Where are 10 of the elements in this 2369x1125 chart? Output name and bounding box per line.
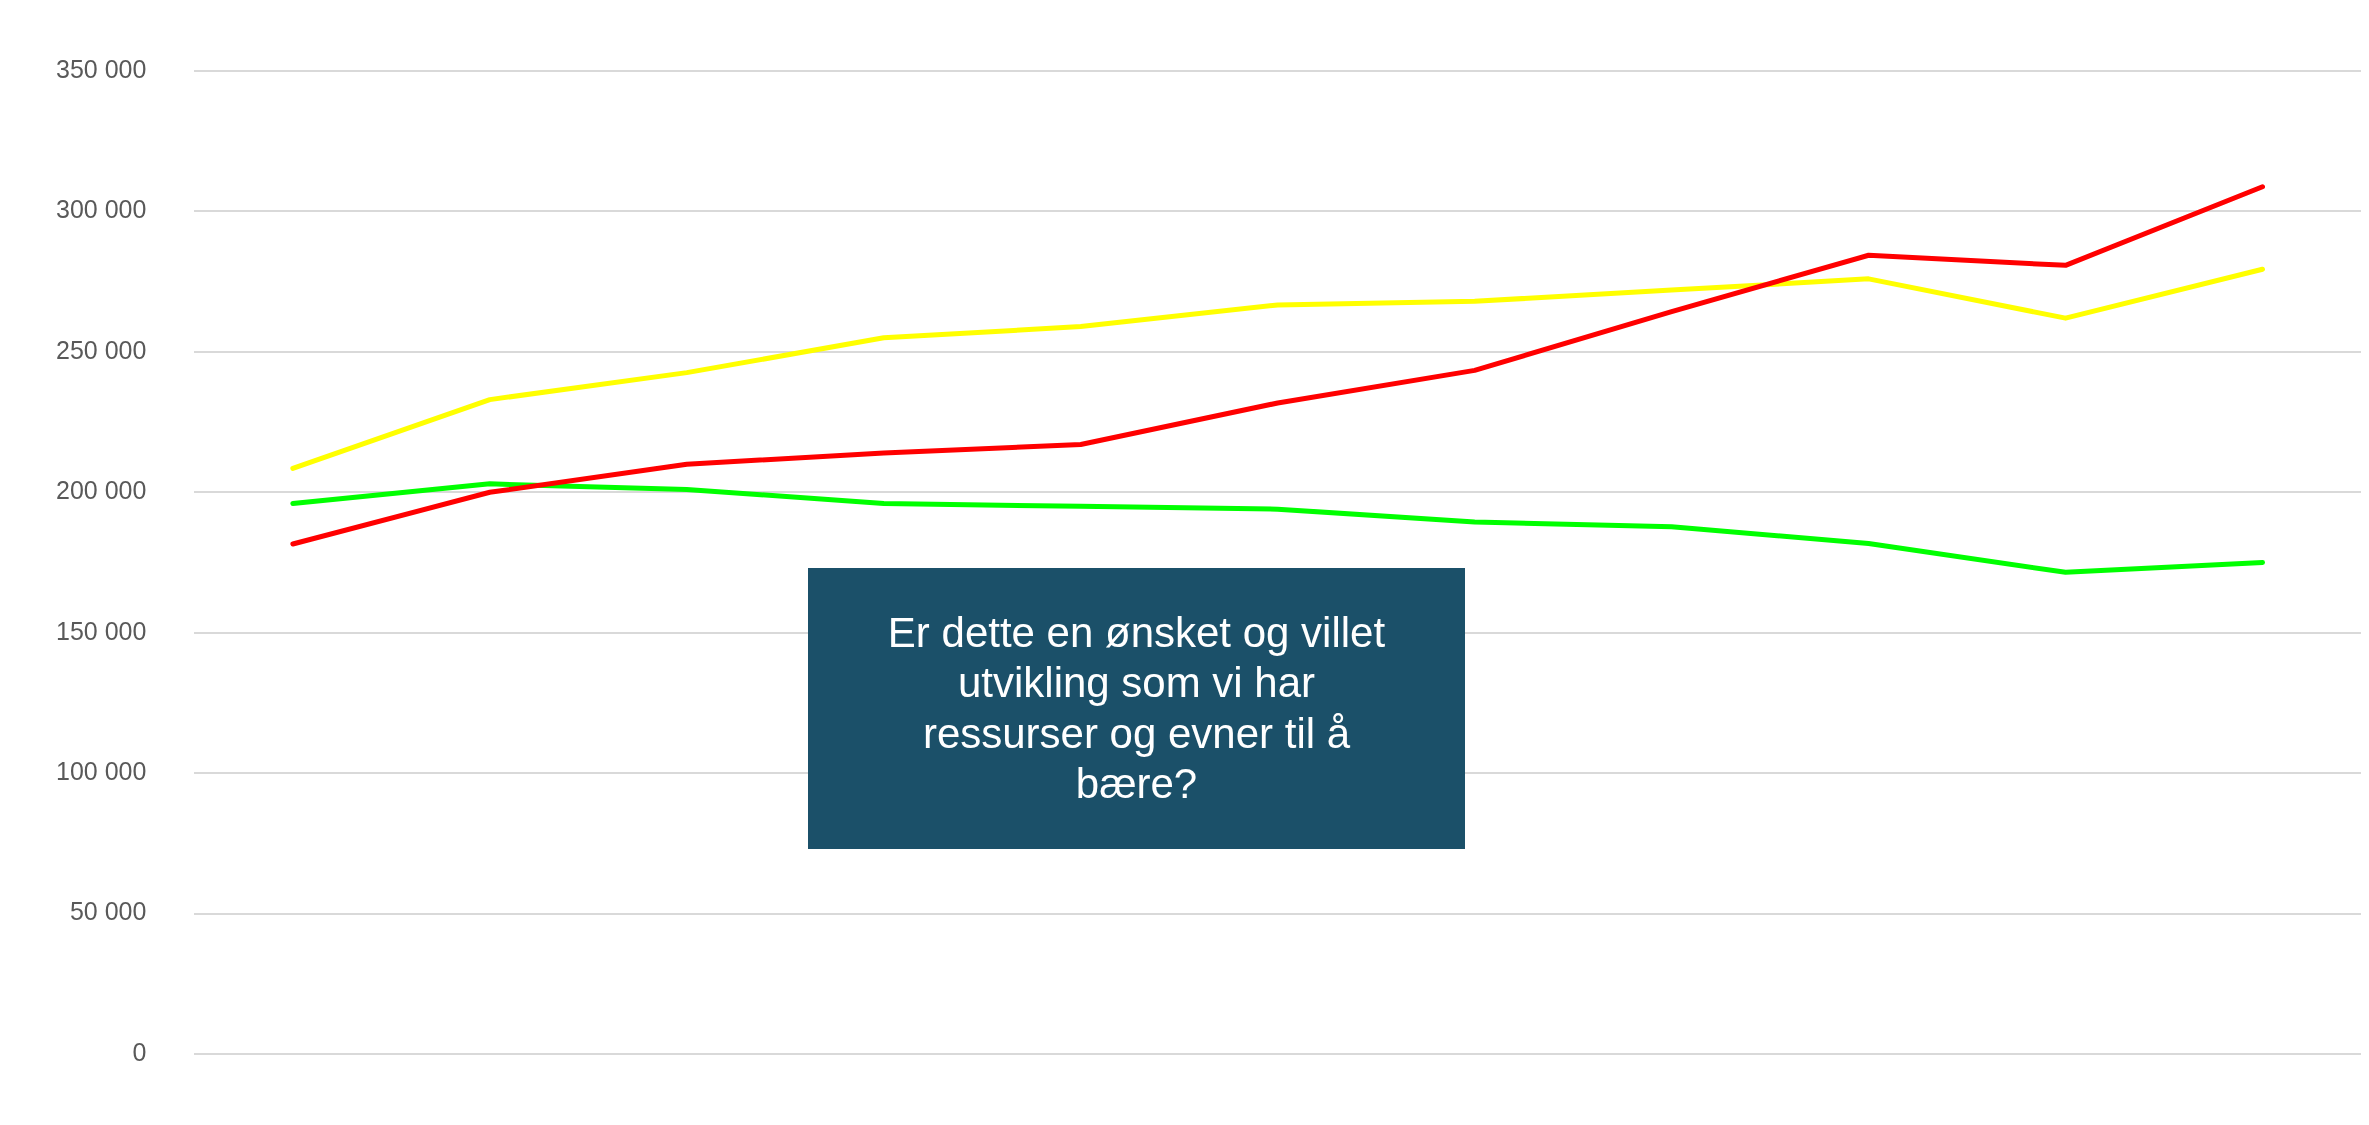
y-tick-label: 100 000 xyxy=(55,757,147,786)
annotation: Er dette en ønsket og villet utvikling som vi har ressurser og evner til å bære? xyxy=(886,607,1387,809)
y-tick-label: 50 000 xyxy=(69,897,147,926)
note-box: Er dette en ønsket og villet utvikling som vi har ressurser og evner til å bære? xyxy=(808,568,1465,849)
y-tick-label: 300 000 xyxy=(55,195,147,224)
y-tick-label: 150 000 xyxy=(55,616,147,645)
y-tick-label: 200 000 xyxy=(55,476,147,505)
y-tick-label: 0 xyxy=(132,1037,147,1066)
y-tick-label: 250 000 xyxy=(55,335,147,364)
y-tick-label: 350 000 xyxy=(55,54,147,83)
